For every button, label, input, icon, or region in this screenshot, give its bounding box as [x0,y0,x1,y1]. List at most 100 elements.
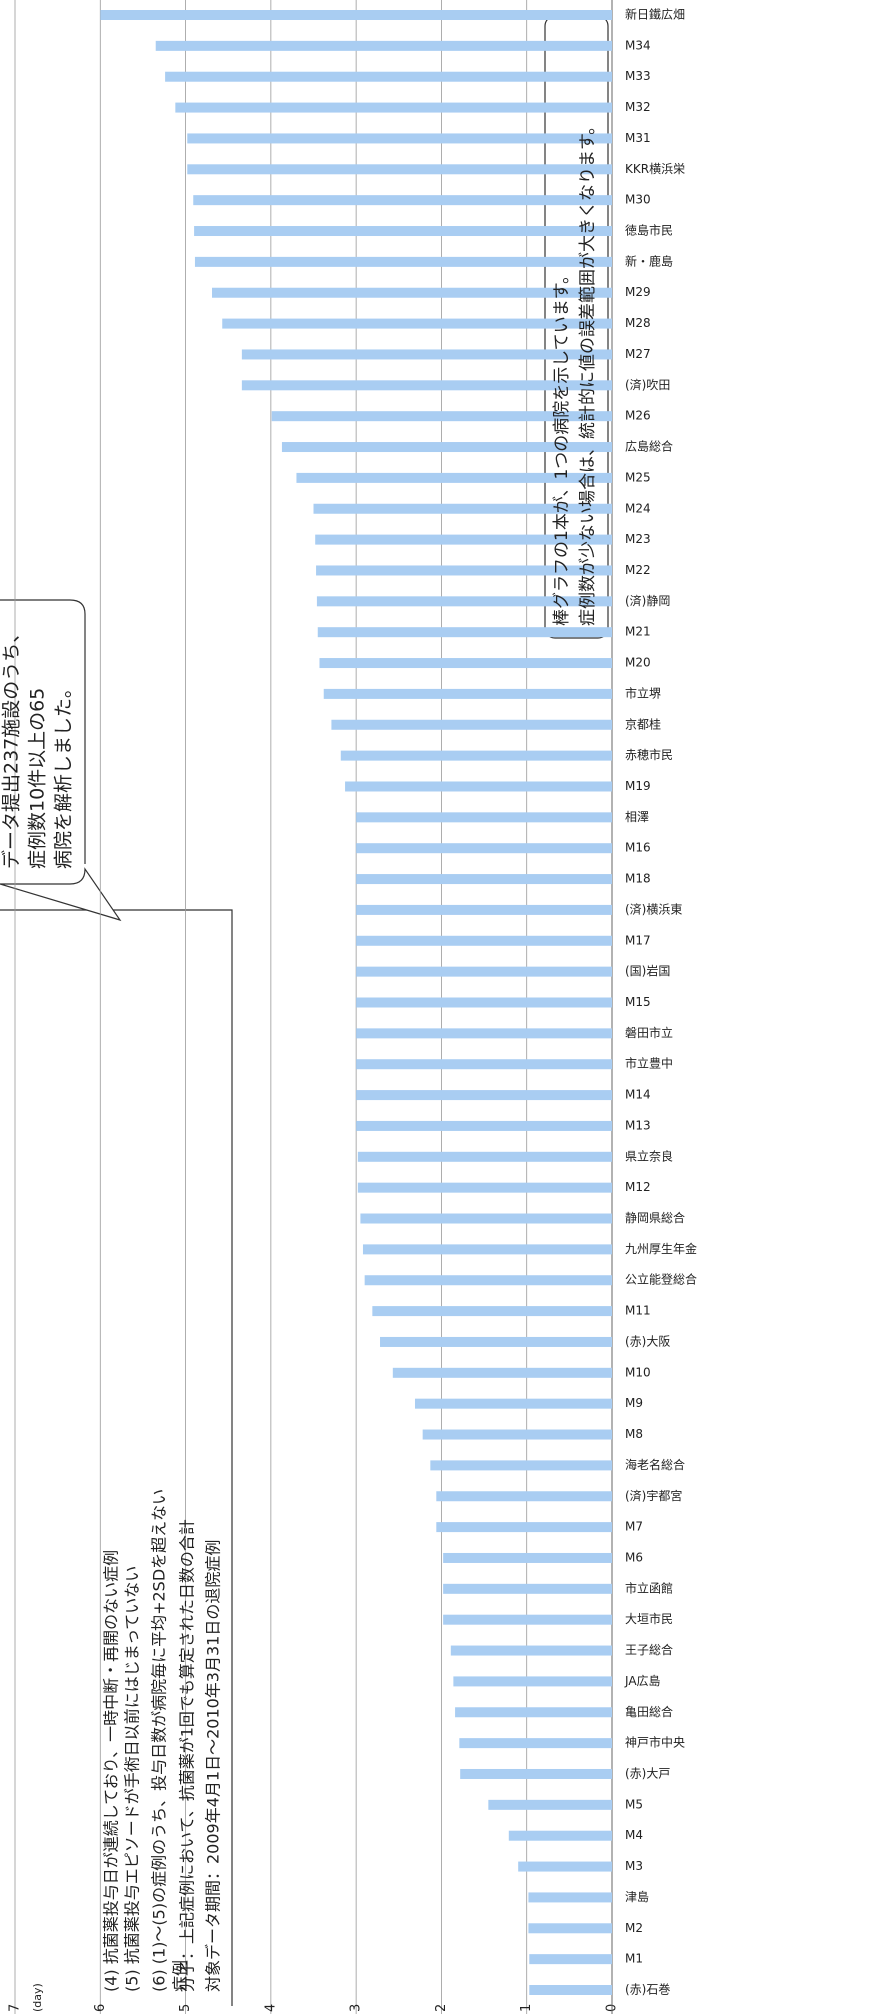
bar [356,1059,612,1070]
bar [460,1768,613,1779]
x-tick-label: 新・鹿島 [625,253,673,268]
bar [528,1923,612,1934]
x-tick-label: 九州厚生年金 [625,1241,697,1256]
callout-text: 棒グラフの1本が、1つの病院を示しています。 [552,267,572,626]
bar [313,503,612,514]
x-tick-label: M24 [625,501,651,515]
bar [392,1367,612,1378]
bar [518,1861,613,1872]
y-tick-label: 2 [434,2004,449,2012]
bar [380,1336,612,1347]
bar [459,1738,612,1749]
x-tick-label: (済)宇都宮 [625,1488,682,1503]
x-tick-label: M6 [625,1550,643,1564]
y-tick-label: 6 [93,2004,108,2012]
x-tick-label: 徳島市民 [625,223,673,238]
bar [194,226,612,237]
bar [356,874,612,885]
bar [345,781,612,792]
bar [319,658,612,669]
y-tick-label: 7 [8,2004,23,2012]
x-tick-label: M14 [625,1088,651,1102]
x-tick-label: 神戸市中央 [625,1735,685,1750]
bar [194,256,612,267]
bar [436,1491,612,1502]
bar [356,1090,612,1101]
bar [455,1707,612,1718]
bar [356,966,612,977]
bar [241,380,613,391]
x-tick-label: M7 [625,1520,643,1534]
y-tick-label: 1 [519,2004,534,2012]
x-tick-label: KKR横浜栄 [625,162,685,176]
x-tick-label: JA広島 [624,1673,661,1688]
x-tick-label: (済)横浜東 [625,901,682,916]
note-text: (5) 抗菌薬投与エピソードが手術日以前にはじまっていない [123,1566,142,1992]
x-tick-label: 王子総合 [625,1642,673,1657]
bar [316,565,612,576]
x-tick-label: M8 [625,1427,643,1441]
x-tick-label: 市立函館 [625,1580,673,1595]
x-tick-label: (赤)大阪 [625,1334,670,1348]
x-tick-label: M31 [625,131,651,145]
callout-text: 症例数10件以上の65 [27,688,49,869]
notes-box [0,909,233,2006]
bar [443,1552,612,1563]
x-tick-label: 県立奈良 [625,1148,673,1163]
x-tick-label: 大垣市民 [625,1611,673,1626]
bar [356,935,612,946]
y-tick-label: 5 [178,2004,193,2012]
x-tick-label: M3 [625,1859,643,1873]
bar [364,1275,612,1286]
callout-text: データ提出237施設のうち、 [1,624,23,869]
bar [528,1892,612,1903]
x-tick-label: M17 [625,933,651,947]
bar [414,1398,612,1409]
x-tick-label: 市立豊中 [625,1056,673,1071]
x-tick-label: M23 [625,532,651,546]
note-text: 対象データ期間：2009年4月1日〜2010年3月31日の退院症例 [204,1540,223,1992]
note-text: (4) 抗菌薬投与日が連続しており、一時中断・再開のない症例 [102,1550,121,1992]
bar [331,719,612,730]
bar [357,1182,612,1193]
x-tick-label: M1 [625,1952,643,1966]
x-tick-label: M34 [625,38,651,52]
x-tick-label: M28 [625,316,651,330]
x-tick-label: M9 [625,1396,643,1410]
x-tick-label: 亀田総合 [625,1704,673,1719]
bar [488,1799,613,1810]
x-tick-label: (済)静岡 [625,593,670,608]
bar [356,997,612,1008]
bar [357,1151,612,1162]
bar [271,411,612,422]
x-tick-label: M5 [625,1797,643,1811]
x-tick-label: M11 [625,1304,651,1318]
bar [443,1583,612,1594]
x-tick-label: (赤)大戸 [625,1766,670,1780]
x-tick-label: M20 [625,656,651,670]
x-tick-label: M25 [625,470,651,484]
x-tick-label: (国)岩国 [625,963,670,978]
bar [356,904,612,915]
callout-text: 病院を解析しました。 [53,679,75,869]
x-tick-label: M19 [625,779,651,793]
bar [281,442,612,453]
bar [529,1985,612,1995]
bar [529,1954,612,1965]
x-tick-label: 新日鐵広畑 [625,7,685,22]
bar [175,102,613,113]
bar [212,287,612,298]
x-tick-label: M32 [625,100,651,114]
bar [362,1244,613,1255]
bar [241,349,613,360]
bar [356,1028,612,1039]
x-tick-label: (赤)石巻 [625,1983,670,1997]
bar [508,1830,613,1841]
y-tick-label: 3 [349,2004,364,2012]
x-tick-label: 公立能登総合 [625,1272,697,1287]
bar [155,40,612,51]
bar [453,1676,612,1687]
x-tick-label: M30 [625,193,651,207]
